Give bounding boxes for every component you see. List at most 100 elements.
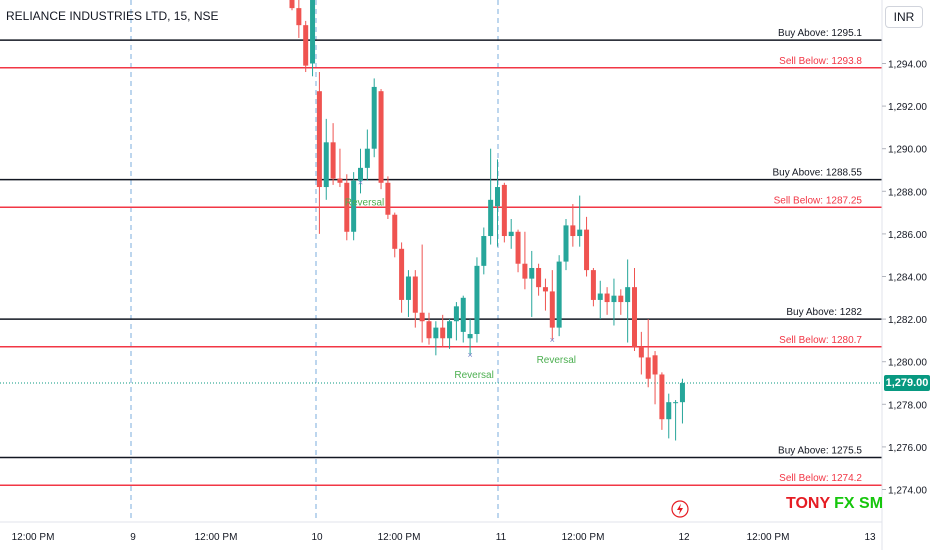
level-label: Sell Below: 1280.7 <box>779 335 862 346</box>
candle-body <box>460 297 466 332</box>
candle-body <box>399 248 405 300</box>
candle-body <box>358 167 363 181</box>
level-label: Sell Below: 1293.8 <box>779 56 862 67</box>
grid <box>0 0 882 522</box>
candle-body <box>556 261 562 328</box>
y-tick-label: 1,278.00 <box>888 400 927 411</box>
currency-button[interactable]: INR <box>885 6 923 28</box>
level-label: Sell Below: 1287.25 <box>774 195 863 206</box>
candle-body <box>481 236 487 266</box>
y-tick-label: 1,284.00 <box>888 273 927 284</box>
candle-body <box>529 267 535 279</box>
level-label: Buy Above: 1288.55 <box>772 168 862 179</box>
candle-body <box>549 291 555 328</box>
candle-body <box>645 357 651 379</box>
candle-body <box>392 214 398 249</box>
candle-body <box>316 91 322 188</box>
x-tick-label: 12:00 PM <box>195 532 238 543</box>
x-tick-label: 13 <box>864 532 876 543</box>
candle-body <box>453 306 459 322</box>
candle-body <box>447 321 453 339</box>
candle-body <box>440 327 446 339</box>
candle-body <box>371 86 377 149</box>
candle-body <box>563 225 569 262</box>
candle-body <box>303 25 309 66</box>
candle-body <box>419 312 425 322</box>
level-lines: Buy Above: 1295.1 Sell Below: 1293.8 Buy A… <box>0 28 882 486</box>
current-price-badge: 1,279.00 <box>884 375 930 391</box>
y-tick-label: 1,286.00 <box>888 230 927 241</box>
x-tick-label: 12:00 PM <box>747 532 790 543</box>
candle-body <box>474 265 480 335</box>
y-tick-label: 1,276.00 <box>888 443 927 454</box>
candle-body <box>652 355 658 375</box>
brand-watermark: TONY FX SM <box>786 495 883 513</box>
candle-body <box>364 148 370 168</box>
candle-body <box>604 293 610 303</box>
level-label: Buy Above: 1282 <box>786 307 862 318</box>
y-tick-label: 1,288.00 <box>888 187 927 198</box>
candle-body <box>412 276 418 313</box>
reversal-marker: × <box>550 335 555 345</box>
candle-body <box>679 383 685 403</box>
candle-body <box>597 293 603 300</box>
candle-body <box>515 231 521 264</box>
chart-title: RELIANCE INDUSTRIES LTD, 15, NSE <box>6 9 219 23</box>
candle-body <box>405 276 411 300</box>
x-tick-label: 12:00 PM <box>12 532 55 543</box>
candle-body <box>625 287 631 303</box>
x-tick-label: 11 <box>496 532 507 543</box>
candle-body <box>330 142 336 179</box>
y-tick-label: 1,280.00 <box>888 358 927 369</box>
candle-body <box>501 184 507 237</box>
candle-body <box>618 295 624 303</box>
y-tick-label: 1,292.00 <box>888 102 927 113</box>
candle-body <box>632 287 637 347</box>
x-tick-label: 12:00 PM <box>562 532 605 543</box>
level-label: Sell Below: 1274.2 <box>779 473 862 484</box>
y-tick-label: 1,274.00 <box>888 486 927 497</box>
y-tick-label: 1,294.00 <box>888 60 927 71</box>
reversal-marker: × <box>358 177 363 187</box>
candle-body <box>467 334 473 339</box>
candle-body <box>590 270 596 300</box>
candle-body <box>666 402 672 420</box>
level-label: Buy Above: 1275.5 <box>778 446 862 457</box>
candle-body <box>673 402 679 404</box>
candle-body <box>296 8 302 26</box>
candle-body <box>426 321 432 339</box>
candle-body <box>385 182 391 215</box>
x-tick-label: 12:00 PM <box>378 532 421 543</box>
candle-body <box>611 295 617 303</box>
candle-body <box>508 231 514 237</box>
reversal-marker: × <box>467 350 472 360</box>
candle-body <box>323 142 329 188</box>
x-tick-label: 12 <box>678 532 690 543</box>
brand-part-2: FX SM <box>834 495 884 512</box>
candle-body <box>310 0 316 64</box>
level-label: Buy Above: 1295.1 <box>778 28 862 39</box>
candle-body <box>542 287 548 292</box>
candle-body <box>344 182 350 232</box>
candle-body <box>378 91 384 183</box>
y-tick-label: 1,290.00 <box>888 145 927 156</box>
x-tick-label: 9 <box>130 532 136 543</box>
candles <box>289 0 685 441</box>
brand-part-1: TONY <box>786 495 831 512</box>
reversal-label: Reversal <box>454 370 493 381</box>
candle-body <box>638 346 644 358</box>
candle-body <box>433 327 439 339</box>
candle-body <box>495 187 500 207</box>
candle-body <box>584 229 590 271</box>
candle-body <box>522 263 528 279</box>
candle-body <box>577 229 583 237</box>
y-tick-label: 1,282.00 <box>888 315 927 326</box>
candle-body <box>337 178 343 183</box>
reversal-label: Reversal <box>345 197 384 208</box>
candle-body <box>351 180 357 232</box>
annotations: × Reversal × Reversal × Reversal <box>345 177 576 381</box>
lightning-icon[interactable] <box>671 500 689 518</box>
candle-body <box>659 374 665 420</box>
